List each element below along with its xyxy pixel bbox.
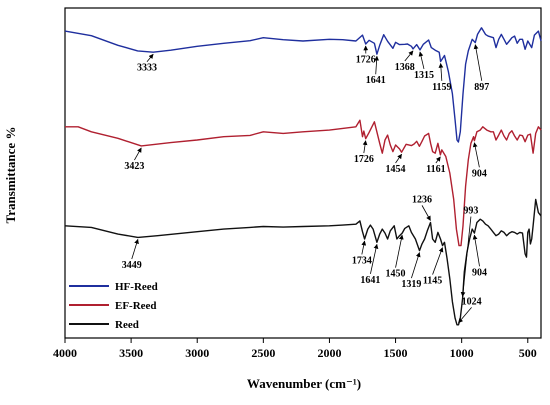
annotation-label: 904 [472,168,487,179]
annotation-arrow [362,140,368,154]
annotation-arrow [418,51,425,70]
legend-label: HF-Reed [115,281,158,293]
annotation-arrow [395,234,404,268]
annotation-arrow [460,216,472,297]
annotation-arrow [432,247,444,275]
annotation-arrow [458,307,472,324]
annotation-arrow [374,55,380,75]
annotation-arrow [438,62,444,81]
annotation-arrow [134,147,142,161]
annotation-label: 1159 [432,82,451,93]
annotation-arrow [131,238,139,260]
x-tick-label: 2500 [251,346,275,360]
annotation-arrow [473,44,483,81]
annotation-arrow [435,156,441,164]
annotation-arrow [146,53,154,62]
annotation-arrow [395,153,402,164]
annotation-arrow [472,142,480,168]
x-tick-label: 500 [519,346,537,360]
plot-frame [64,7,542,339]
annotation-label: 1450 [386,269,406,280]
annotation-arrow [370,243,379,274]
annotation-label: 3449 [122,260,142,271]
plot-area: 4000 3500 3000 2500 2000 1500 1000 500 3333 1726 1… [53,7,542,360]
annotation-label: 1319 [401,279,421,290]
series-line-hf-reed [64,27,542,143]
x-tick-label: 1500 [384,346,408,360]
series-line-reed [64,198,542,326]
annotation-arrow [411,252,421,279]
x-tick-label: 1000 [450,346,474,360]
annotation-label: 1734 [352,255,372,266]
x-axis-title: Wavenumber (cm⁻¹) [247,376,361,391]
annotation-label: 1454 [386,164,406,175]
annotation-label: 3333 [137,63,157,74]
annotation-label: 1236 [412,194,432,205]
legend-label: Reed [115,319,139,331]
annotation-label: 897 [474,82,489,93]
annotation-label: 904 [472,267,487,278]
annotation-arrow [472,234,480,267]
annotation-label: 1024 [462,296,482,307]
annotation-label: 1145 [423,276,442,287]
annotation-label: 1726 [356,54,376,65]
legend-label: EF-Reed [115,300,157,312]
annotation-label: 1726 [354,154,374,165]
x-tick-label: 4000 [53,346,77,360]
annotation-label: 1315 [414,70,434,81]
annotation-label: 1161 [426,164,445,175]
x-tick-label: 3500 [119,346,143,360]
annotation-arrow [404,50,414,62]
annotation-label: 1641 [366,75,386,86]
annotation-arrow [361,240,367,255]
annotation-label: 993 [463,206,478,217]
y-axis-title: Transmittance % [3,127,18,224]
annotation-label: 1368 [395,62,415,73]
annotation-arrow [421,205,431,221]
x-tick-label: 3000 [185,346,209,360]
series-line-ef-reed [65,119,542,247]
x-tick-label: 2000 [317,346,341,360]
annotation-label: 3423 [124,161,144,172]
annotation-label: 1641 [360,275,380,286]
